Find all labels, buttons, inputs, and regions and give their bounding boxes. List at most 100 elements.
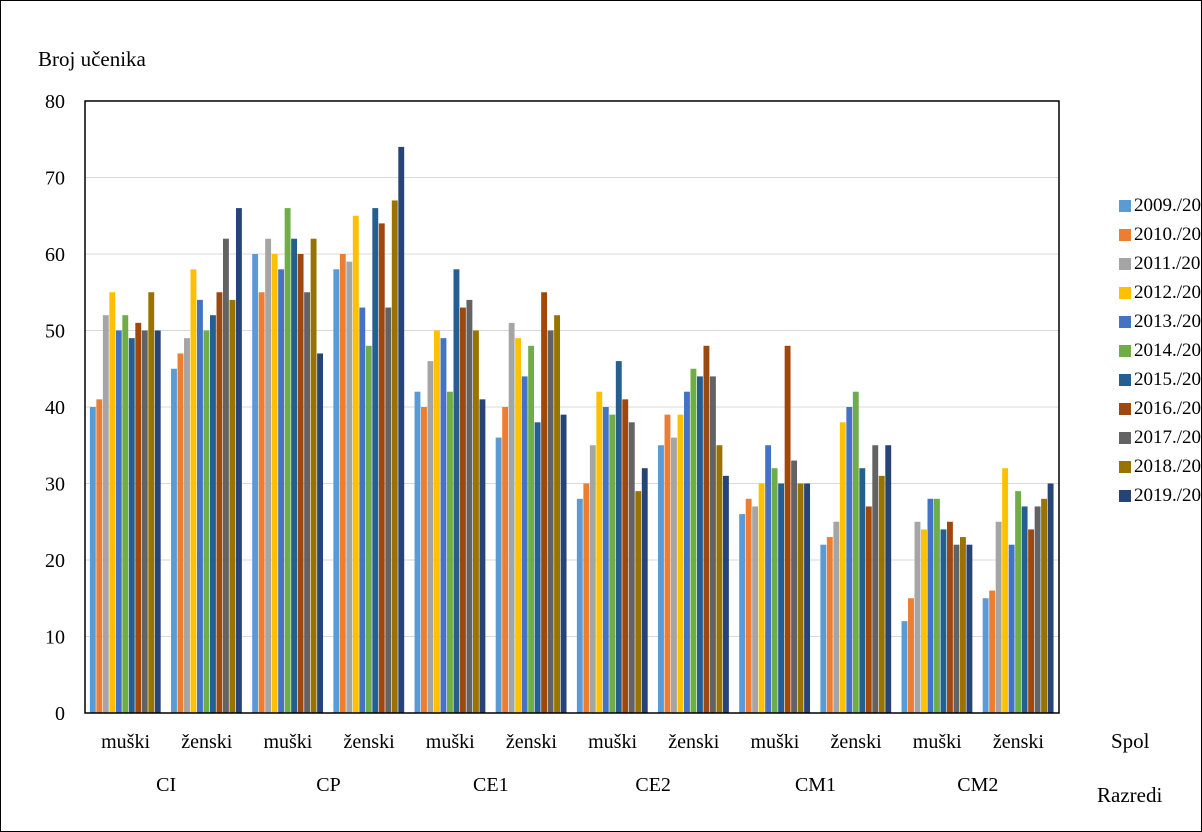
bar-2015./2016-muški <box>778 483 785 713</box>
bar-2017./2018-muški <box>141 330 148 713</box>
legend-swatch <box>1119 257 1131 270</box>
x-tick-label: ženski <box>506 731 558 753</box>
bar-2012./2013-muški <box>271 254 278 713</box>
bar-2010./2011-ženski <box>826 537 833 713</box>
bar-2009./2010-muški <box>414 391 421 713</box>
bar-2019./2020-ženski <box>560 414 567 713</box>
legend-swatch <box>1119 431 1131 444</box>
bar-2015./2016-ženski <box>697 376 703 713</box>
bar-2011./2012-muški <box>752 506 759 713</box>
bar-2011./2012-muški <box>914 521 921 713</box>
bar-2010./2011-muški <box>96 399 103 713</box>
bar-2016./2017-muški <box>135 322 142 713</box>
legend: 2009./2010 2010./2011 2011./2012 2012./2013… <box>1119 191 1202 510</box>
legend-swatch <box>1119 286 1131 299</box>
legend-swatch <box>1119 460 1131 473</box>
bar-2017./2018-ženski <box>709 376 716 713</box>
legend-swatch <box>1119 402 1131 415</box>
bar-2013./2014-muški <box>765 445 772 713</box>
bar-2015./2016-muški <box>940 529 947 713</box>
bar-2010./2011-ženski <box>339 254 346 713</box>
legend-item: 2017./2018 <box>1119 423 1202 452</box>
bar-2013./2014-ženski <box>359 307 366 713</box>
bar-2015./2016-muški <box>128 338 135 713</box>
bar-2012./2013-ženski <box>515 338 522 713</box>
bar-2012./2013-muški <box>596 391 603 713</box>
bar-2013./2014-muški <box>278 269 285 713</box>
bar-2011./2012-muški <box>102 315 109 713</box>
x-group-label: CP <box>316 774 340 796</box>
bar-2011./2012-ženski <box>671 437 677 713</box>
y-tick-label: 0 <box>55 703 65 725</box>
plot-area-border <box>84 100 1060 714</box>
legend-item: 2013./2014 <box>1119 307 1202 336</box>
bar-2011./2012-ženski <box>833 521 840 713</box>
bar-2010./2011-muški <box>258 292 265 713</box>
bar-2017./2018-ženski <box>1034 506 1041 713</box>
bar-2014./2015-muški <box>122 315 129 713</box>
x-group-label: CE2 <box>635 774 671 796</box>
bar-2014./2015-ženski <box>690 368 697 713</box>
bar-2016./2017-ženski <box>865 506 872 713</box>
bar-2017./2018-muški <box>791 460 798 713</box>
y-tick-label: 20 <box>45 550 65 572</box>
bar-2009./2010-muški <box>739 514 746 713</box>
bar-2019./2020-ženski <box>398 146 405 713</box>
bar-2011./2012-muški <box>265 238 272 713</box>
x-tick-label: muški <box>426 731 475 753</box>
y-tick-label: 60 <box>45 244 65 266</box>
x-tick-label: ženski <box>181 731 233 753</box>
bar-2012./2013-ženski <box>677 414 684 713</box>
bar-2015./2016-muški <box>453 269 460 713</box>
bar-2012./2013-ženski <box>839 422 846 713</box>
bar-2013./2014-ženski <box>521 376 528 713</box>
bar-2016./2017-ženski <box>378 223 385 713</box>
bar-2013./2014-muški <box>927 498 934 713</box>
bar-2018./2019-ženski <box>716 445 723 713</box>
bar-2013./2014-muški <box>115 330 122 713</box>
bar-2016./2017-ženski <box>1028 529 1035 713</box>
legend-label: 2009./2010 <box>1134 194 1202 216</box>
legend-label: 2012./2013 <box>1134 281 1202 303</box>
legend-item: 2014./2015 <box>1119 336 1202 365</box>
legend-label: 2010./2011 <box>1134 223 1202 245</box>
legend-item: 2011./2012 <box>1119 249 1202 278</box>
legend-swatch <box>1119 373 1131 386</box>
bar-2016./2017-muški <box>784 345 791 713</box>
legend-swatch <box>1119 489 1131 502</box>
bar-2016./2017-ženski <box>703 345 710 713</box>
bar-2010./2011-muški <box>908 598 914 713</box>
bar-2012./2013-ženski <box>352 215 359 713</box>
legend-label: 2016./2017 <box>1134 397 1202 419</box>
bar-2019./2020-ženski <box>885 445 892 713</box>
x-axis-level2-title: Razredi <box>1097 783 1163 807</box>
x-tick-label: muški <box>588 731 637 753</box>
bar-2018./2019-muški <box>472 330 479 713</box>
x-tick-label: ženski <box>831 731 883 753</box>
bar-2009./2010-ženski <box>333 269 340 713</box>
bar-2019./2020-muški <box>641 468 648 713</box>
bar-2015./2016-ženski <box>372 208 379 713</box>
bar-2018./2019-muški <box>797 483 804 713</box>
bar-2016./2017-ženski <box>216 292 223 713</box>
bar-2018./2019-muški <box>635 491 642 713</box>
bar-2018./2019-muški <box>148 292 155 713</box>
bar-2010./2011-ženski <box>664 414 671 713</box>
bar-2019./2020-ženski <box>722 475 729 713</box>
legend-item: 2015./2016 <box>1119 365 1202 394</box>
bar-2014./2015-ženski <box>203 330 210 713</box>
x-tick-label: muški <box>913 731 962 753</box>
bar-2017./2018-ženski <box>222 238 229 713</box>
bar-2018./2019-ženski <box>229 299 236 713</box>
bar-2015./2016-muški <box>291 238 298 713</box>
legend-item: 2018./2019 <box>1119 452 1202 481</box>
bar-2015./2016-muški <box>615 361 622 713</box>
y-tick-label: 70 <box>45 168 65 190</box>
bar-2012./2013-ženski <box>190 269 197 713</box>
y-tick-label: 40 <box>45 397 65 419</box>
legend-item: 2009./2010 <box>1119 191 1202 220</box>
bar-2019./2020-ženski <box>235 208 242 713</box>
bar-2017./2018-muški <box>304 292 311 713</box>
